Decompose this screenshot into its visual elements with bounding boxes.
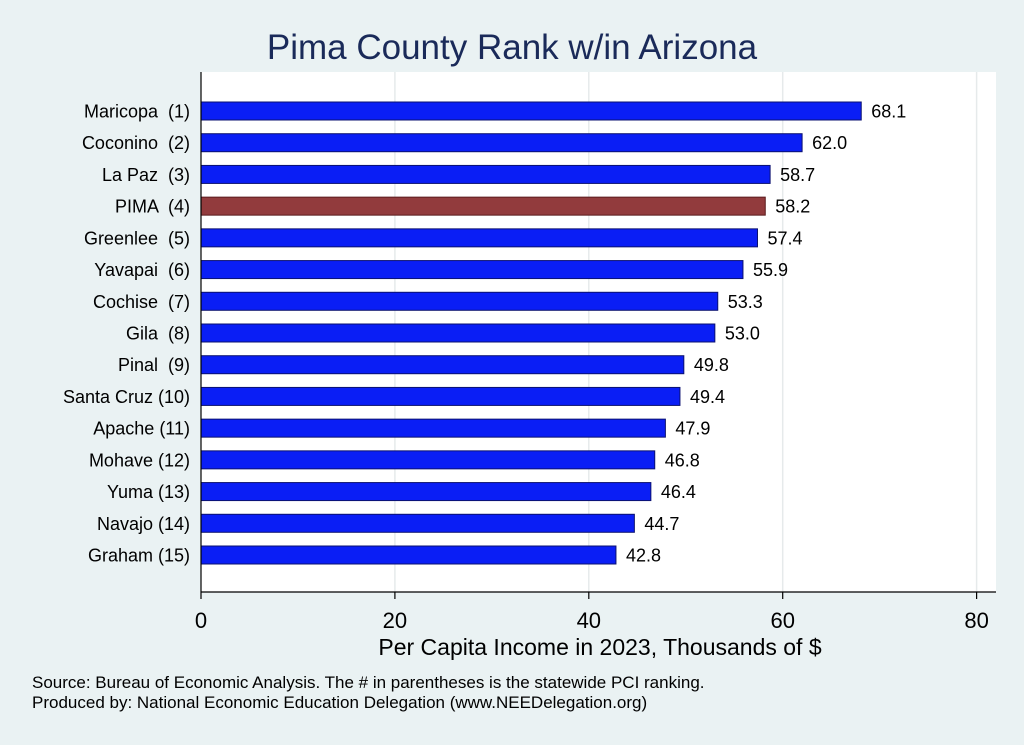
- category-label: Yuma (13): [107, 482, 190, 502]
- bar: [200, 228, 758, 248]
- x-axis-title: Per Capita Income in 2023, Thousands of …: [378, 634, 821, 660]
- category-label: Maricopa (1): [84, 102, 190, 122]
- category-label: Graham (15): [88, 546, 190, 566]
- category-label: Apache (11): [93, 419, 190, 439]
- value-label: 57.4: [768, 228, 803, 248]
- value-label: 68.1: [871, 102, 906, 122]
- bar: [200, 323, 716, 343]
- bar-highlighted: [200, 196, 766, 216]
- bar: [200, 291, 719, 311]
- value-label: 49.4: [690, 387, 725, 407]
- category-label: Navajo (14): [97, 514, 190, 534]
- source-note: Source: Bureau of Economic Analysis. The…: [32, 673, 705, 692]
- category-label: Cochise (7): [93, 292, 190, 312]
- bar: [200, 482, 652, 502]
- chart-title: Pima County Rank w/in Arizona: [267, 28, 758, 67]
- value-label: 53.0: [725, 324, 760, 344]
- category-label: Yavapai (6): [94, 260, 190, 280]
- value-label: 62.0: [812, 133, 847, 153]
- value-label: 47.9: [675, 419, 710, 439]
- x-tick-label: 40: [577, 608, 601, 633]
- bar: [200, 133, 803, 153]
- x-tick-label: 20: [383, 608, 407, 633]
- category-label: Gila (8): [126, 324, 190, 344]
- value-label: 44.7: [644, 514, 679, 534]
- x-tick-label: 0: [195, 608, 207, 633]
- x-axis-ticks: 0 20 40 60 80: [195, 592, 989, 633]
- category-label: La Paz (3): [102, 165, 190, 185]
- bar: [200, 164, 771, 184]
- producer-note: Produced by: National Economic Education…: [32, 693, 647, 712]
- bars: Maricopa (1) 68.1 Coconino (2) 62.0 La Paz (…: [63, 101, 906, 566]
- category-label: Greenlee (5): [84, 228, 190, 248]
- bar: [200, 450, 656, 470]
- bar: [200, 545, 617, 565]
- category-label: Santa Cruz (10): [63, 387, 190, 407]
- value-label: 42.8: [626, 546, 661, 566]
- category-label: PIMA (4): [115, 197, 190, 217]
- value-label: 55.9: [753, 260, 788, 280]
- value-label: 53.3: [728, 292, 763, 312]
- category-label: Mohave (12): [89, 450, 190, 470]
- bar: [200, 355, 685, 375]
- bar: [200, 513, 635, 533]
- value-label: 46.4: [661, 482, 696, 502]
- value-label: 58.2: [775, 197, 810, 217]
- category-label: Pinal (9): [118, 355, 190, 375]
- x-tick-label: 60: [770, 608, 794, 633]
- value-label: 49.8: [694, 355, 729, 375]
- bar: [200, 386, 681, 406]
- bar: [200, 101, 862, 121]
- value-label: 58.7: [780, 165, 815, 185]
- value-label: 46.8: [665, 450, 700, 470]
- category-label: Coconino (2): [82, 133, 190, 153]
- x-tick-label: 80: [964, 608, 988, 633]
- bar: [200, 418, 666, 438]
- bar: [200, 260, 744, 280]
